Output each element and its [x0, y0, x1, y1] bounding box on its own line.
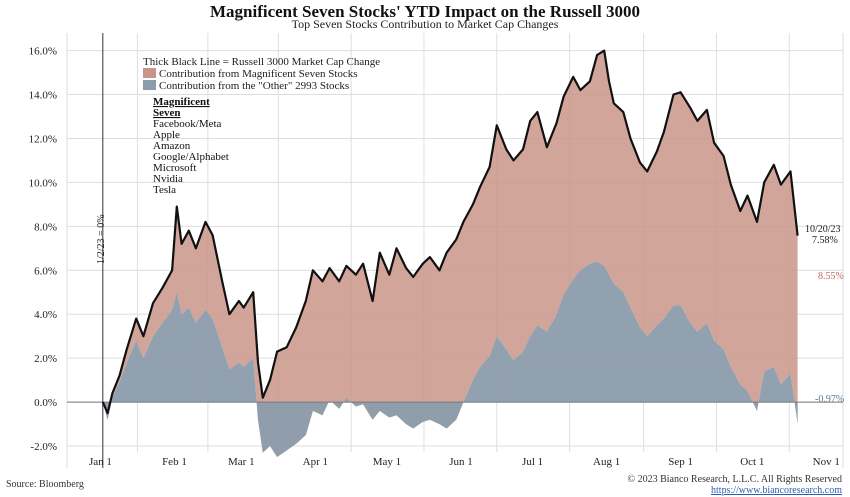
other-contribution-area [102, 261, 798, 457]
source-note: Source: Bloomberg [6, 479, 84, 490]
end-total-label: 7.58% [812, 235, 838, 246]
mag7-list: Magnificent Seven Facebook/Meta Apple Am… [153, 96, 229, 196]
end-other-label: -0.97% [815, 394, 844, 405]
x-tick-label: Apr 1 [303, 456, 328, 468]
end-date-label: 10/20/23 [805, 224, 841, 235]
x-tick-label: Jul 1 [522, 456, 543, 468]
copyright-text: © 2023 Bianco Research, L.L.C. All Right… [627, 474, 842, 485]
y-tick-label: 10.0% [29, 177, 57, 189]
x-tick-label: Jan 1 [89, 456, 112, 468]
y-tick-label: 8.0% [34, 221, 57, 233]
y-tick-label: 4.0% [34, 309, 57, 321]
mag7-item: Amazon [153, 140, 191, 152]
y-tick-label: 6.0% [34, 265, 57, 277]
x-axis-labels: Jan 1 Feb 1 Mar 1 Apr 1 May 1 Jun 1 Jul 1 Aug 1… [89, 456, 840, 468]
y-tick-label: 14.0% [29, 90, 57, 102]
legend: Thick Black Line = Russell 3000 Market C… [143, 56, 380, 92]
y-tick-label: 12.0% [29, 133, 57, 145]
x-tick-label: May 1 [373, 456, 401, 468]
start-date-label: 1/2/23 = 0% [96, 214, 107, 264]
copyright-block: © 2023 Bianco Research, L.L.C. All Right… [627, 474, 842, 496]
y-axis-labels: 16.0% 14.0% 12.0% 10.0% 8.0% 6.0% 4.0% 2.0% 0.0%… [29, 46, 57, 453]
x-tick-label: Feb 1 [162, 456, 187, 468]
legend-mag7-swatch [143, 68, 156, 78]
x-tick-label: Oct 1 [740, 456, 764, 468]
chart-subtitle: Top Seven Stocks Contribution to Market … [291, 17, 559, 31]
mag7-item: Apple [153, 129, 180, 141]
x-tick-label: Aug 1 [593, 456, 620, 468]
mag7-item: Nvidia [153, 173, 183, 185]
x-tick-label: Sep 1 [668, 456, 693, 468]
legend-line-label: Thick Black Line = Russell 3000 Market C… [143, 56, 380, 68]
mag7-item: Tesla [153, 184, 176, 196]
y-tick-label: 0.0% [34, 397, 57, 409]
mag7-heading-line2: Seven [153, 107, 181, 119]
website-link[interactable]: https://www.biancoresearch.com [711, 485, 842, 496]
mag7-item: Google/Alphabet [153, 151, 229, 163]
x-tick-label: Jun 1 [449, 456, 473, 468]
end-annotations: 10/20/23 7.58% 8.55% -0.97% [805, 224, 844, 405]
end-mag7-label: 8.55% [818, 271, 844, 282]
russell-3000-line [101, 49, 799, 415]
x-tick-label: Nov 1 [813, 456, 840, 468]
mag7-item: Facebook/Meta [153, 118, 222, 130]
y-tick-label: 2.0% [34, 353, 57, 365]
legend-mag7-label: Contribution from Magnificent Seven Stoc… [159, 68, 358, 80]
chart-title: Magnificent Seven Stocks' YTD Impact on … [209, 2, 641, 21]
mag7-heading-line1: Magnificent [153, 96, 210, 108]
axes [67, 33, 843, 468]
y-tick-label: 16.0% [29, 46, 57, 58]
legend-other-label: Contribution from the "Other" 2993 Stock… [159, 80, 349, 92]
y-tick-label: -2.0% [30, 441, 57, 453]
legend-other-swatch [143, 80, 156, 90]
mag7-item: Microsoft [153, 162, 196, 174]
x-tick-label: Mar 1 [228, 456, 255, 468]
